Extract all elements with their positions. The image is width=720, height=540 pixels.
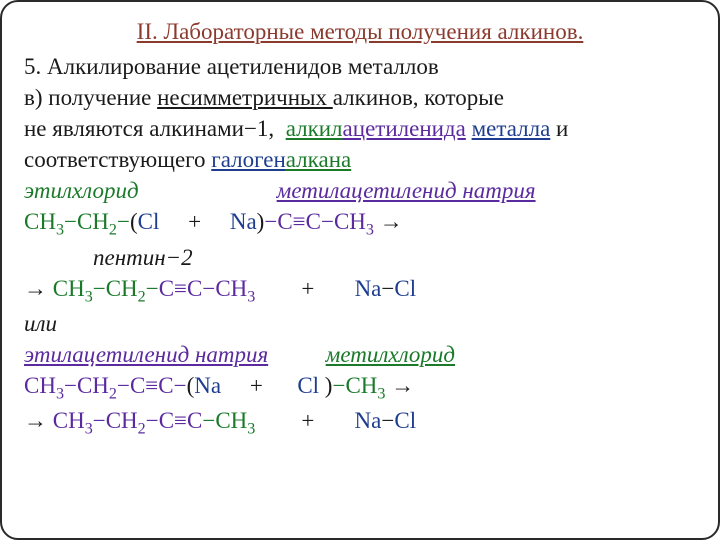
- text-span: −CH: [332, 373, 377, 398]
- text-span: металла: [472, 116, 551, 141]
- text-span: галоген: [211, 147, 285, 172]
- text-span: ацетиленида: [343, 116, 466, 141]
- text-span: или: [24, 311, 57, 336]
- text-span: 3: [56, 222, 64, 239]
- text-span: Cl: [297, 373, 324, 398]
- text-line: в) получение несимметричных алкинов, кот…: [24, 82, 696, 113]
- text-span: −: [146, 276, 159, 301]
- text-span: −CH: [64, 373, 109, 398]
- text-line: этилхлорид метилацетиленид натрия: [24, 175, 696, 206]
- text-line: пентин−2: [24, 242, 696, 273]
- text-span: алкинов, которые: [333, 85, 504, 110]
- text-span: −C≡C−CH: [264, 209, 366, 234]
- text-span: CH: [53, 408, 85, 433]
- text-line: соответствующего галогеналкана: [24, 144, 696, 175]
- text-span: 3: [56, 386, 64, 403]
- text-span: −CH: [93, 276, 138, 301]
- text-span: алкил: [286, 116, 343, 141]
- text-span: [139, 178, 277, 203]
- text-span: −: [381, 408, 394, 433]
- text-span: −CH: [64, 209, 109, 234]
- text-span: 2: [109, 222, 117, 239]
- text-span: −: [381, 276, 394, 301]
- text-span: [24, 245, 93, 270]
- text-span: CH: [53, 276, 85, 301]
- text-span: −CH: [93, 408, 138, 433]
- text-span: −C≡C: [146, 408, 203, 433]
- text-span: Cl: [394, 276, 416, 301]
- text-span: в) получение: [24, 85, 157, 110]
- text-span: 2: [138, 288, 146, 305]
- text-span: Cl: [138, 209, 160, 234]
- text-span: CH: [24, 209, 56, 234]
- text-span: пентин−2: [93, 245, 193, 270]
- text-span: →: [374, 209, 403, 234]
- text-span: алкана: [286, 147, 351, 172]
- text-span: C≡C−CH: [159, 276, 248, 301]
- slide-body: 5. Алкилирование ацетиленидов металлов в)…: [24, 51, 696, 441]
- text-span: 3: [85, 288, 93, 305]
- text-span: Na: [194, 373, 221, 398]
- text-span: 3: [85, 421, 93, 438]
- slide-frame: II. Лабораторные методы получения алкино…: [0, 0, 720, 540]
- text-span: и: [550, 116, 568, 141]
- text-span: Cl: [394, 408, 416, 433]
- text-span: →: [24, 276, 53, 301]
- text-span: [268, 342, 326, 367]
- text-span: −: [117, 209, 130, 234]
- text-span: Na: [230, 209, 257, 234]
- text-span: →: [24, 408, 53, 433]
- text-span: Na: [355, 276, 382, 301]
- text-span: метилацетиленид натрия: [277, 178, 536, 203]
- text-span: +: [221, 373, 297, 398]
- text-span: +: [255, 408, 354, 433]
- text-line: → CH3−CH2−C≡C−CH3 + Na−Cl: [24, 273, 696, 308]
- text-line: или: [24, 308, 696, 339]
- text-span: +: [159, 209, 229, 234]
- text-span: (: [130, 209, 138, 234]
- text-span: →: [385, 373, 414, 398]
- text-span: не являются алкинами−1,: [24, 116, 286, 141]
- text-span: этилацетиленид натрия: [24, 342, 268, 367]
- text-span: 5. Алкилирование ацетиленидов металлов: [24, 54, 439, 79]
- slide-title: II. Лабораторные методы получения алкино…: [24, 16, 696, 47]
- text-span: 2: [109, 386, 117, 403]
- text-span: этилхлорид: [24, 178, 139, 203]
- text-line: CH3−CH2−C≡C−(Na + Cl )−CH3 →: [24, 370, 696, 405]
- text-span: CH: [24, 373, 56, 398]
- text-line: не являются алкинами−1, алкилацетиленида…: [24, 113, 696, 144]
- text-span: Na: [355, 408, 382, 433]
- text-line: 5. Алкилирование ацетиленидов металлов: [24, 51, 696, 82]
- text-line: CH3−CH2−(Cl + Na)−C≡C−CH3 →: [24, 206, 696, 241]
- text-span: −C≡C−: [117, 373, 187, 398]
- text-span: −CH: [202, 408, 247, 433]
- text-line: → CH3−CH2−C≡C−CH3 + Na−Cl: [24, 405, 696, 440]
- text-line: этилацетиленид натрия метилхлорид: [24, 339, 696, 370]
- text-span: соответствующего: [24, 147, 211, 172]
- text-span: 2: [138, 421, 146, 438]
- text-span: метилхлорид: [326, 342, 455, 367]
- text-span: 3: [366, 222, 374, 239]
- text-span: +: [255, 276, 354, 301]
- text-span: несимметричных: [157, 85, 333, 110]
